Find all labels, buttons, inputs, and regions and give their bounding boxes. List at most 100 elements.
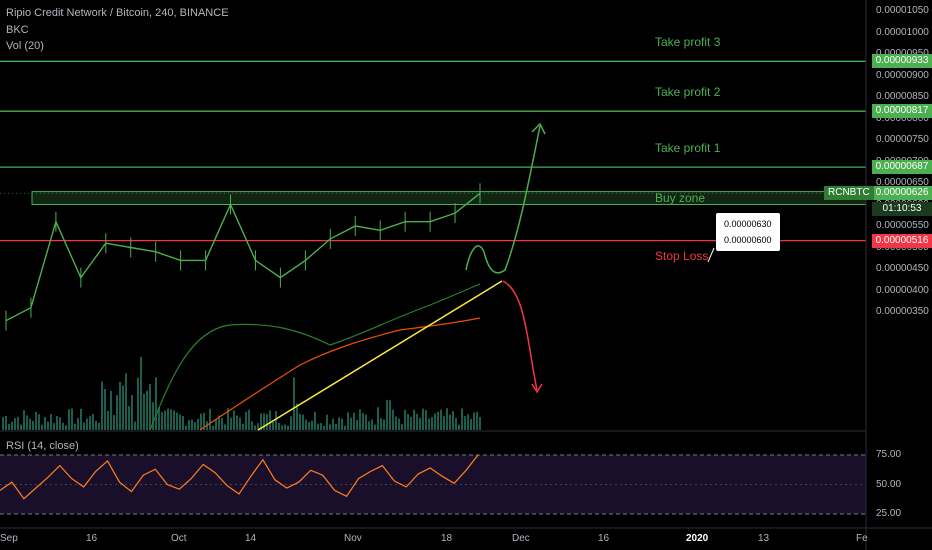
- volume-bar: [317, 423, 319, 430]
- time-axis-label: 14: [245, 533, 257, 544]
- volume-bar: [26, 415, 28, 430]
- volume-bar: [452, 411, 454, 430]
- volume-bar: [458, 424, 460, 430]
- volume-bar: [101, 381, 103, 430]
- volume-bar: [2, 417, 4, 430]
- volume-bar: [365, 414, 367, 430]
- volume-bar: [260, 413, 262, 430]
- volume-bar: [428, 418, 430, 430]
- time-axis-label: 13: [758, 533, 770, 544]
- level-label: Take profit 3: [655, 35, 721, 50]
- price-line: [5, 192, 481, 322]
- volume-bar: [164, 410, 166, 430]
- volume-bar: [170, 409, 172, 430]
- volume-bar: [65, 425, 67, 430]
- volume-bar: [131, 394, 133, 430]
- volume-bar: [71, 408, 73, 430]
- volume-bar: [152, 402, 154, 430]
- volume-bar: [272, 421, 274, 430]
- volume-bar: [194, 422, 196, 430]
- ma-orange-line: [199, 317, 481, 431]
- volume-bar: [374, 424, 376, 430]
- trendline[interactable]: [257, 280, 503, 431]
- volume-bar: [302, 414, 304, 430]
- volume-bar: [179, 414, 181, 430]
- price-axis-tick: 0.00000650: [876, 177, 929, 188]
- volume-bar: [155, 377, 157, 430]
- volume-bar: [77, 418, 79, 430]
- countdown-tag: 01:10:53: [872, 202, 932, 217]
- callout-bottom-price: 0.00000600: [724, 235, 772, 245]
- volume-bar: [353, 412, 355, 430]
- volume-bar: [125, 373, 127, 430]
- volume-bar: [296, 403, 298, 430]
- time-axis-label: Oct: [171, 533, 187, 544]
- volume-bar: [419, 417, 421, 430]
- volume-bar: [251, 421, 253, 430]
- volume-bar: [200, 413, 202, 430]
- volume-bar: [434, 413, 436, 430]
- price-axis-tick: 0.00000900: [876, 69, 929, 81]
- level-lines[interactable]: [0, 60, 866, 242]
- volume-bars: [2, 357, 481, 430]
- volume-bar: [56, 415, 58, 430]
- volume-bar: [305, 419, 307, 430]
- volume-bar: [338, 417, 340, 430]
- rsi-axis-tick: 75.00: [876, 449, 902, 460]
- current-price-tag: 0.00000626: [872, 186, 932, 201]
- volume-bar: [461, 408, 463, 430]
- ma-green-line: [149, 283, 481, 431]
- volume-bar: [356, 419, 358, 430]
- volume-bar: [68, 409, 70, 430]
- volume-bar: [218, 415, 220, 430]
- volume-bar: [44, 417, 46, 430]
- volume-bar: [380, 418, 382, 430]
- volume-bar: [326, 414, 328, 430]
- volume-bar: [41, 424, 43, 430]
- volume-bar: [323, 425, 325, 430]
- volume-bar: [347, 412, 349, 430]
- volume-bar: [470, 418, 472, 430]
- volume-bar: [95, 420, 97, 430]
- volume-bar: [197, 418, 199, 430]
- bullish-arrowhead: [531, 122, 546, 135]
- volume-bar: [299, 413, 301, 430]
- volume-bar: [287, 425, 289, 430]
- volume-bar: [137, 377, 139, 430]
- rsi-axis-tick: 25.00: [876, 508, 902, 519]
- volume-bar: [479, 416, 481, 430]
- volume-bar: [59, 417, 61, 430]
- volume-bar: [311, 420, 313, 430]
- volume-bar: [230, 417, 232, 430]
- price-axis-tick: 0.00000350: [876, 306, 929, 317]
- price-axis-tick: 0.00000400: [876, 284, 929, 296]
- volume-bar: [104, 388, 106, 430]
- volume-bar: [128, 406, 130, 430]
- volume-bar: [80, 408, 82, 430]
- price-axis-tick: 0.00000950: [876, 48, 929, 59]
- volume-bar: [416, 413, 418, 430]
- volume-bar: [23, 410, 25, 430]
- volume-bar: [398, 418, 400, 430]
- price-axis-tick: 0.00000450: [876, 263, 929, 274]
- volume-bar: [341, 418, 343, 430]
- price-series: [5, 183, 481, 331]
- volume-bar: [332, 418, 334, 430]
- volume-bar: [50, 413, 52, 430]
- volume-bar: [209, 408, 211, 430]
- volume-bar: [122, 385, 124, 430]
- volume-bar: [239, 417, 241, 430]
- volume-bar: [284, 424, 286, 430]
- volume-bar: [467, 414, 469, 430]
- rsi-pane: [0, 454, 866, 515]
- volume-bar: [107, 410, 109, 430]
- volume-bar: [143, 393, 145, 430]
- volume-bar: [98, 422, 100, 430]
- chart-title: Ripio Credit Network / Bitcoin, 240, BIN…: [6, 7, 229, 19]
- volume-bar: [320, 423, 322, 430]
- projection-arrows[interactable]: [465, 122, 715, 394]
- level-price-tag: 0.00000933: [872, 54, 932, 69]
- volume-bar: [443, 416, 445, 430]
